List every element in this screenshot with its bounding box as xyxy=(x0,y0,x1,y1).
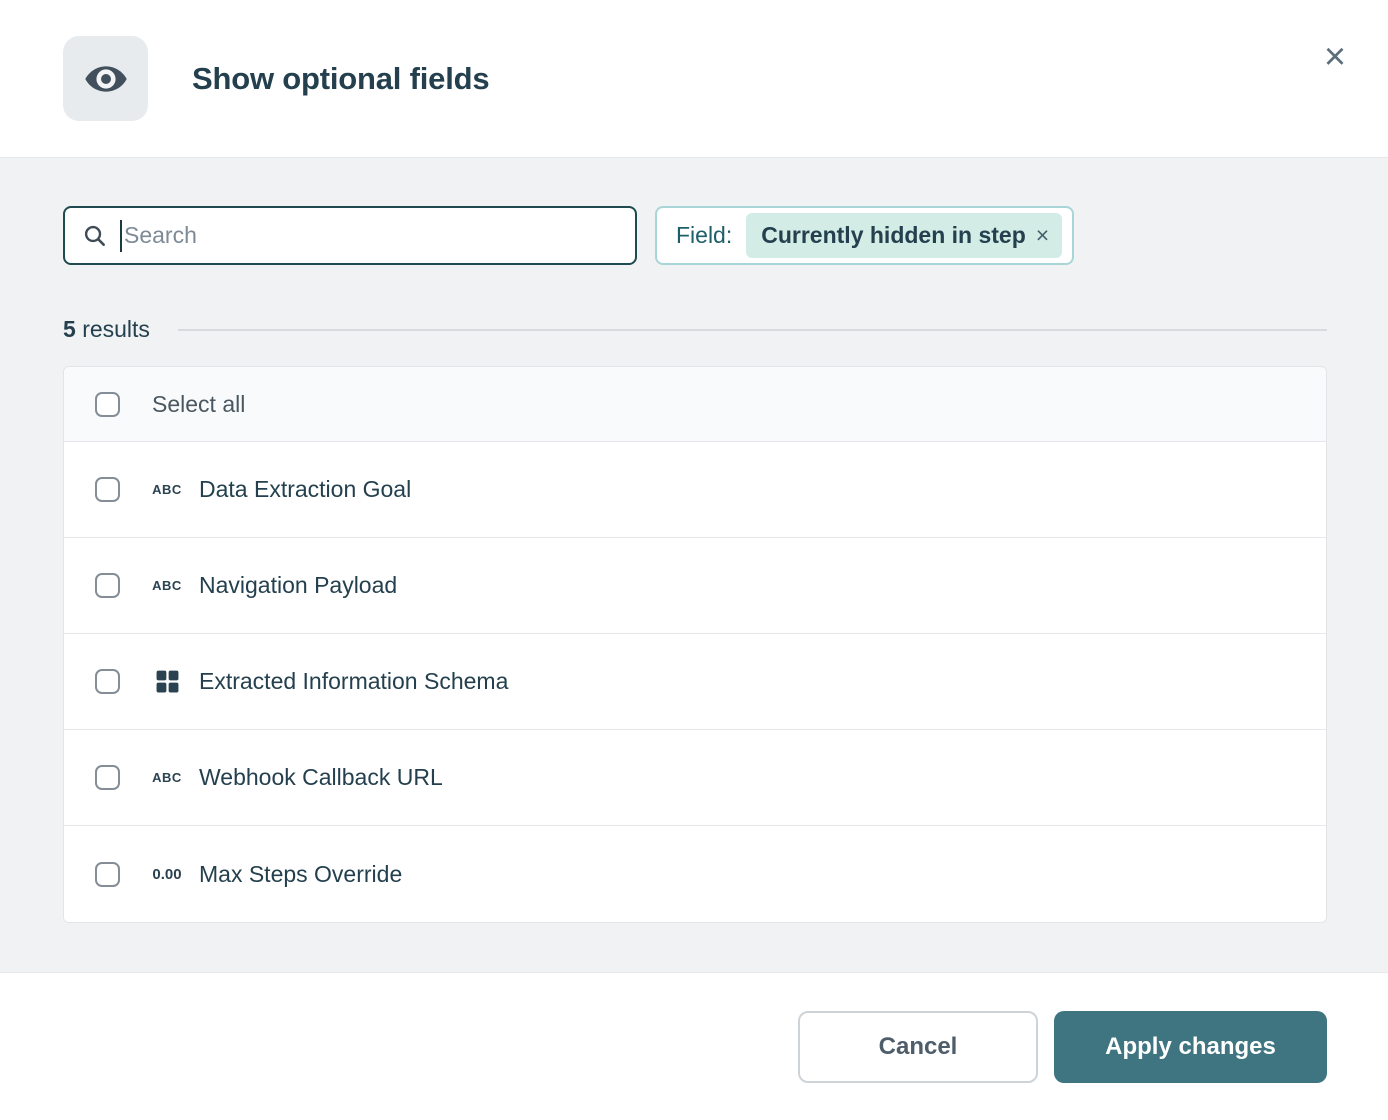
eye-icon xyxy=(63,36,148,121)
text-field-icon: ABC xyxy=(152,578,182,593)
close-icon[interactable]: × xyxy=(1308,30,1362,84)
field-row[interactable]: 0.00 Max Steps Override xyxy=(64,826,1326,922)
field-row[interactable]: ABC Data Extraction Goal xyxy=(64,442,1326,538)
optional-fields-list: Select all ABC Data Extraction Goal ABC … xyxy=(63,366,1327,923)
filter-chip[interactable]: Currently hidden in step × xyxy=(746,213,1063,258)
search-input[interactable] xyxy=(122,222,621,249)
field-row[interactable]: ABC Navigation Payload xyxy=(64,538,1326,634)
select-all-checkbox[interactable] xyxy=(95,391,120,417)
search-icon xyxy=(84,225,105,246)
dialog-body: Field: Currently hidden in step × 5 resu… xyxy=(0,157,1388,972)
dialog-header: Show optional fields × xyxy=(0,0,1388,157)
field-label: Max Steps Override xyxy=(199,860,403,887)
field-checkbox[interactable] xyxy=(95,669,120,694)
field-checkbox[interactable] xyxy=(95,573,120,598)
dialog-title: Show optional fields xyxy=(192,60,490,96)
field-checkbox[interactable] xyxy=(95,477,120,502)
results-count: 5 xyxy=(63,316,76,342)
field-row[interactable]: ABC Webhook Callback URL xyxy=(64,730,1326,826)
text-field-icon: ABC xyxy=(152,770,182,785)
apply-changes-button[interactable]: Apply changes xyxy=(1054,1010,1327,1083)
field-label: Data Extraction Goal xyxy=(199,476,412,502)
controls-row: Field: Currently hidden in step × xyxy=(63,206,1327,265)
results-label: results xyxy=(82,316,150,342)
field-checkbox[interactable] xyxy=(95,861,120,887)
results-row: 5 results xyxy=(63,316,1327,343)
search-box[interactable] xyxy=(63,206,637,265)
select-all-row[interactable]: Select all xyxy=(64,367,1326,442)
results-count-text: 5 results xyxy=(63,316,150,343)
select-all-label: Select all xyxy=(152,390,246,417)
filter-chip-label: Currently hidden in step xyxy=(761,222,1026,248)
remove-filter-icon[interactable]: × xyxy=(1035,222,1050,248)
text-caret xyxy=(120,219,122,252)
field-label: Navigation Payload xyxy=(199,572,398,598)
number-field-icon: 0.00 xyxy=(152,865,182,883)
field-checkbox[interactable] xyxy=(95,765,120,790)
field-label: Extracted Information Schema xyxy=(199,668,509,694)
filter-label: Field: xyxy=(676,222,733,248)
field-label: Webhook Callback URL xyxy=(199,764,443,790)
grid-field-icon xyxy=(147,669,187,694)
field-row[interactable]: Extracted Information Schema xyxy=(64,634,1326,730)
text-field-icon: ABC xyxy=(152,482,182,497)
cancel-button[interactable]: Cancel xyxy=(798,1010,1038,1083)
dialog-footer: Cancel Apply changes xyxy=(0,972,1388,1120)
field-filter: Field: Currently hidden in step × xyxy=(655,206,1075,265)
divider xyxy=(177,328,1327,331)
